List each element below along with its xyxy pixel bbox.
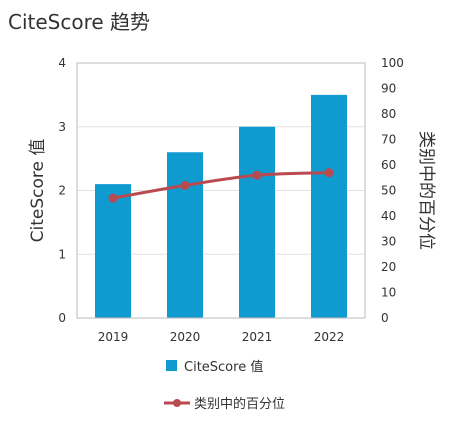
- line-point: [324, 168, 334, 178]
- bar: [167, 152, 203, 318]
- y2-tick-label: 50: [381, 184, 396, 198]
- legend-line-swatch: [164, 398, 190, 407]
- bar: [95, 184, 131, 318]
- y-tick-label: 0: [58, 311, 66, 325]
- x-tick-label: 2022: [314, 330, 345, 344]
- line-point: [180, 180, 190, 190]
- y2-tick-label: 90: [381, 82, 396, 96]
- y2-tick-label: 10: [381, 286, 396, 300]
- y2-tick-label: 60: [381, 158, 396, 172]
- y2-tick-label: 70: [381, 133, 396, 147]
- y2-tick-label: 100: [381, 56, 404, 70]
- y-axis-title: CiteScore 值: [28, 139, 48, 243]
- legend-item-line: 类别中的百分位: [164, 393, 285, 412]
- y2-tick-label: 20: [381, 260, 396, 274]
- legend-bar-label: CiteScore 值: [184, 360, 264, 375]
- chart-title: CiteScore 趋势: [8, 10, 151, 34]
- x-tick-label: 2019: [98, 330, 129, 344]
- y-tick-label: 4: [58, 56, 66, 70]
- x-tick-label: 2020: [170, 330, 201, 344]
- bar: [239, 126, 275, 318]
- line-point: [108, 193, 118, 203]
- y2-tick-label: 40: [381, 209, 396, 223]
- plot-frame: [76, 62, 366, 319]
- y2-tick-label: 30: [381, 235, 396, 249]
- y-tick-label: 2: [58, 184, 66, 198]
- line-point: [252, 170, 262, 180]
- legend-bar-swatch: [166, 360, 177, 371]
- series-line: [112, 171, 330, 200]
- legend-line-label: 类别中的百分位: [194, 397, 286, 412]
- y2-tick-label: 80: [381, 107, 396, 121]
- y2-axis-title: 类别中的百分位: [416, 131, 436, 250]
- y2-tick-label: 0: [381, 311, 389, 325]
- y-tick-label: 1: [58, 247, 66, 261]
- x-tick-label: 2021: [242, 330, 273, 344]
- bar: [311, 94, 347, 318]
- y-tick-label: 3: [58, 120, 66, 134]
- legend-item-bar: CiteScore 值: [166, 356, 263, 375]
